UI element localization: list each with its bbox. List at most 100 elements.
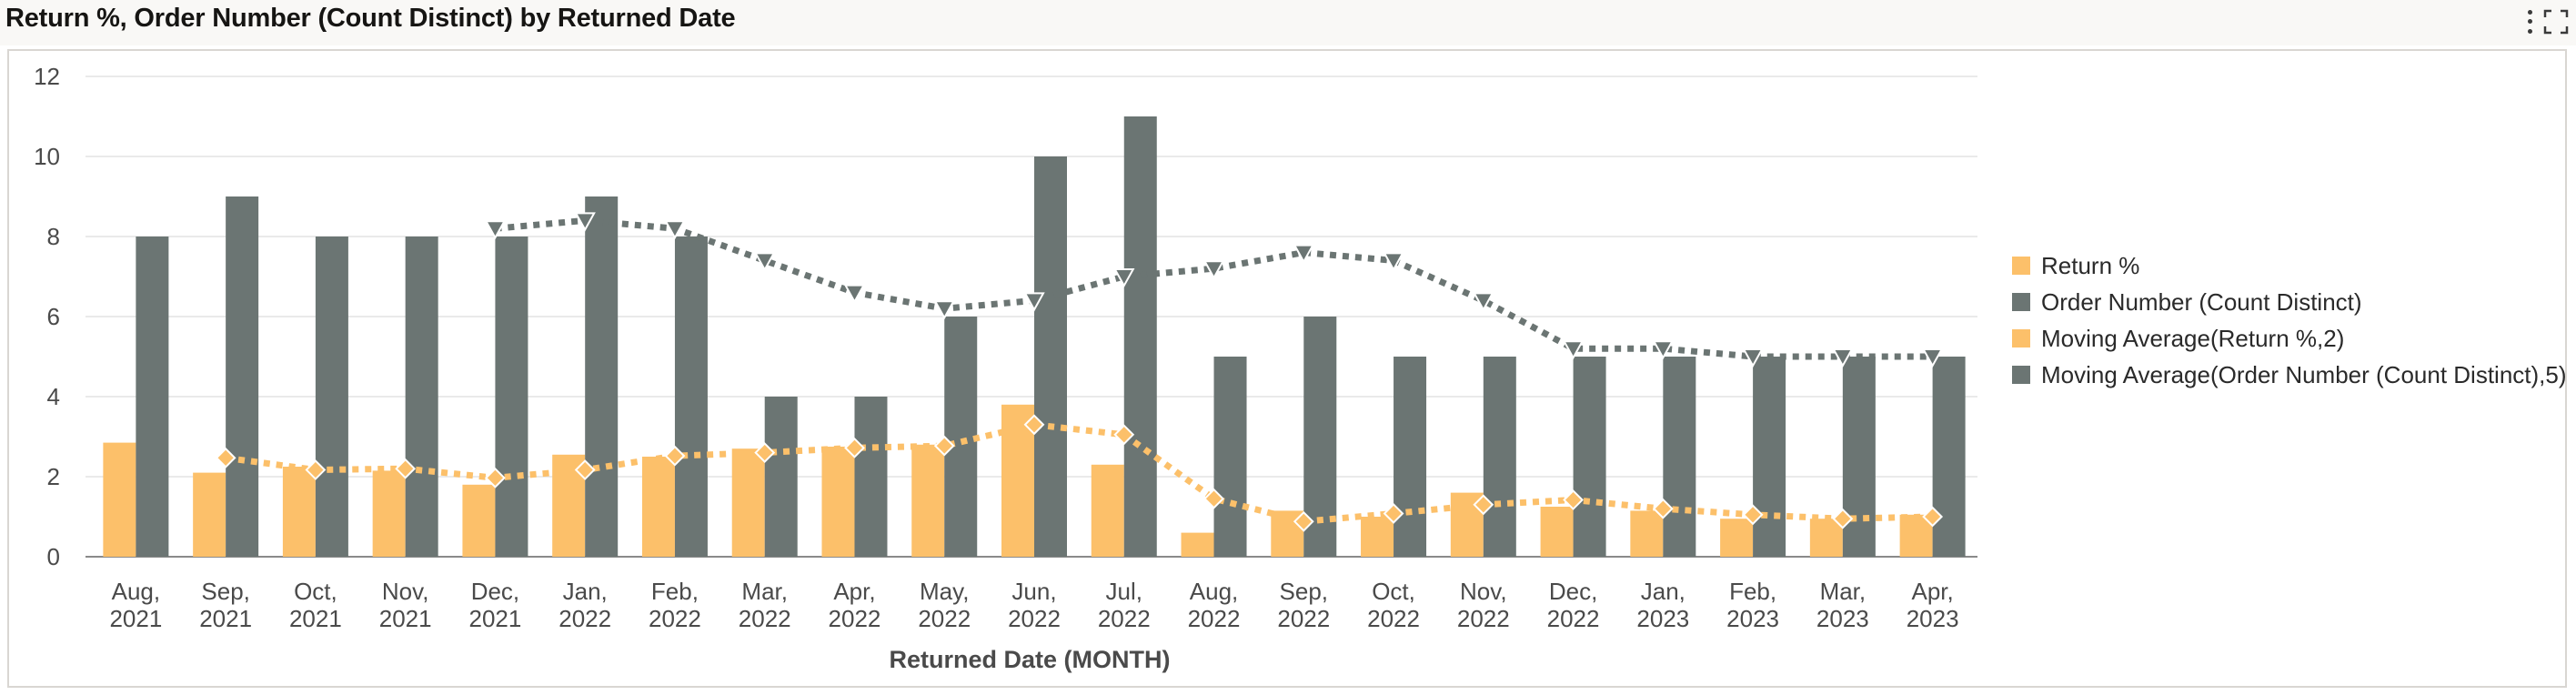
- bar-order-number[interactable]: [944, 317, 978, 557]
- legend-label[interactable]: Moving Average(Return %,2): [2041, 325, 2344, 352]
- moving-avg-return-point[interactable]: [1563, 489, 1584, 510]
- x-tick-month: Feb,: [651, 578, 699, 605]
- legend: Return % Order Number (Count Distinct) Mov…: [2012, 252, 2567, 388]
- moving-avg-return-point[interactable]: [664, 445, 686, 467]
- moving-avg-order-point[interactable]: [1921, 348, 1944, 368]
- bar-return-pct[interactable]: [1809, 519, 1843, 557]
- bar-order-number[interactable]: [1213, 357, 1247, 557]
- x-tick-month: Jan,: [1641, 578, 1685, 605]
- bar-return-pct[interactable]: [1630, 510, 1664, 557]
- moving-avg-order-point[interactable]: [1832, 348, 1854, 368]
- x-tick-month: Sep,: [201, 578, 250, 605]
- moving-avg-return-point[interactable]: [1023, 414, 1045, 436]
- moving-avg-return-point[interactable]: [1203, 488, 1224, 509]
- bar-return-pct[interactable]: [282, 467, 316, 557]
- x-tick-year: 2021: [379, 605, 432, 632]
- x-tick-year: 2022: [1188, 605, 1241, 632]
- maximize-icon[interactable]: [2543, 9, 2569, 35]
- bar-return-pct[interactable]: [1720, 519, 1754, 557]
- moving-avg-order-point[interactable]: [484, 220, 507, 240]
- bar-order-number[interactable]: [1663, 357, 1696, 557]
- moving-avg-order-point[interactable]: [1383, 252, 1404, 272]
- moving-avg-return-point[interactable]: [1742, 504, 1764, 526]
- x-tick-year: 2021: [109, 605, 162, 632]
- bar-return-pct[interactable]: [1540, 507, 1574, 557]
- bar-order-number[interactable]: [405, 237, 438, 557]
- bar-order-number[interactable]: [585, 196, 619, 557]
- bar-order-number[interactable]: [1394, 357, 1427, 557]
- moving-avg-order-point[interactable]: [664, 220, 686, 240]
- bar-return-pct[interactable]: [821, 447, 855, 557]
- y-axis: 0 2 4 6 8 10 12: [34, 63, 60, 570]
- moving-avg-order-point[interactable]: [1293, 244, 1314, 264]
- x-tick-month: Mar,: [741, 578, 788, 605]
- legend-swatch: [2012, 329, 2030, 348]
- legend-label[interactable]: Order Number (Count Distinct): [2041, 288, 2362, 316]
- bar-order-number[interactable]: [315, 237, 348, 557]
- moving-avg-return-point[interactable]: [1832, 508, 1854, 529]
- bar-return-pct[interactable]: [1001, 404, 1034, 557]
- moving-avg-return-point[interactable]: [933, 435, 955, 457]
- x-tick-year: 2022: [1098, 605, 1151, 632]
- moving-avg-return-point[interactable]: [1113, 424, 1135, 446]
- bar-order-number[interactable]: [1573, 357, 1606, 557]
- bar-return-pct[interactable]: [1899, 514, 1933, 557]
- moving-avg-return-point[interactable]: [574, 459, 596, 480]
- x-tick-year: 2022: [918, 605, 971, 632]
- bar-return-pct[interactable]: [641, 457, 675, 557]
- bar-order-number[interactable]: [1842, 357, 1876, 557]
- x-tick-month: Apr,: [1911, 578, 1953, 605]
- x-tick-year: 2022: [739, 605, 791, 632]
- bar-return-pct[interactable]: [1361, 517, 1394, 557]
- moving-avg-return-point[interactable]: [215, 447, 236, 468]
- moving-avg-return-point[interactable]: [1293, 510, 1314, 532]
- bar-return-pct[interactable]: [103, 442, 136, 557]
- bar-order-number[interactable]: [764, 397, 798, 557]
- bar-order-number[interactable]: [495, 237, 528, 557]
- moving-avg-return-point[interactable]: [395, 458, 417, 479]
- x-tick-month: Oct,: [294, 578, 337, 605]
- bar-order-number[interactable]: [1932, 357, 1966, 557]
- bar-order-number[interactable]: [1483, 357, 1516, 557]
- bar-order-number[interactable]: [1034, 156, 1067, 557]
- moving-avg-order-point[interactable]: [1473, 292, 1494, 312]
- moving-avg-return-point[interactable]: [305, 459, 327, 480]
- moving-avg-return-point[interactable]: [754, 442, 776, 464]
- bar-return-pct[interactable]: [911, 444, 945, 557]
- kebab-menu-icon[interactable]: [2525, 7, 2534, 36]
- x-tick-year: 2021: [199, 605, 252, 632]
- bar-order-number[interactable]: [674, 237, 708, 557]
- bar-order-number[interactable]: [1753, 357, 1786, 557]
- moving-avg-order-point[interactable]: [754, 252, 776, 272]
- moving-avg-order-point[interactable]: [843, 284, 866, 304]
- bar-return-pct[interactable]: [1181, 532, 1214, 557]
- bar-order-number[interactable]: [1123, 116, 1157, 557]
- bar-return-pct[interactable]: [193, 472, 226, 557]
- moving-avg-order-point[interactable]: [1652, 340, 1675, 360]
- moving-avg-return-point[interactable]: [1473, 494, 1494, 516]
- bar-return-pct[interactable]: [372, 470, 406, 557]
- moving-avg-return-point[interactable]: [1652, 498, 1674, 519]
- legend-label[interactable]: Moving Average(Order Number (Count Disti…: [2041, 361, 2567, 388]
- bar-order-number[interactable]: [854, 397, 888, 557]
- bar-return-pct[interactable]: [731, 448, 765, 557]
- moving-avg-return-point[interactable]: [485, 467, 506, 489]
- bar-return-pct[interactable]: [462, 484, 496, 557]
- bar-return-pct[interactable]: [1091, 464, 1124, 557]
- bar-order-number[interactable]: [226, 196, 259, 557]
- moving-avg-order-point[interactable]: [1562, 340, 1585, 360]
- moving-avg-order-point[interactable]: [1113, 268, 1135, 288]
- moving-avg-order-point[interactable]: [1202, 260, 1225, 280]
- bar-order-number[interactable]: [136, 237, 169, 557]
- moving-avg-return-point[interactable]: [844, 437, 865, 458]
- legend-label[interactable]: Return %: [2041, 252, 2139, 279]
- x-tick-year: 2023: [1726, 605, 1779, 632]
- x-tick-year: 2022: [1008, 605, 1061, 632]
- moving-avg-order-point[interactable]: [933, 300, 955, 320]
- moving-avg-return-point[interactable]: [1922, 506, 1944, 528]
- moving-avg-order-point[interactable]: [574, 212, 596, 232]
- y-tick-label: 4: [47, 383, 60, 410]
- moving-avg-return-point[interactable]: [1383, 503, 1404, 524]
- moving-avg-order-point[interactable]: [1742, 348, 1764, 368]
- moving-avg-order-point[interactable]: [1023, 292, 1045, 312]
